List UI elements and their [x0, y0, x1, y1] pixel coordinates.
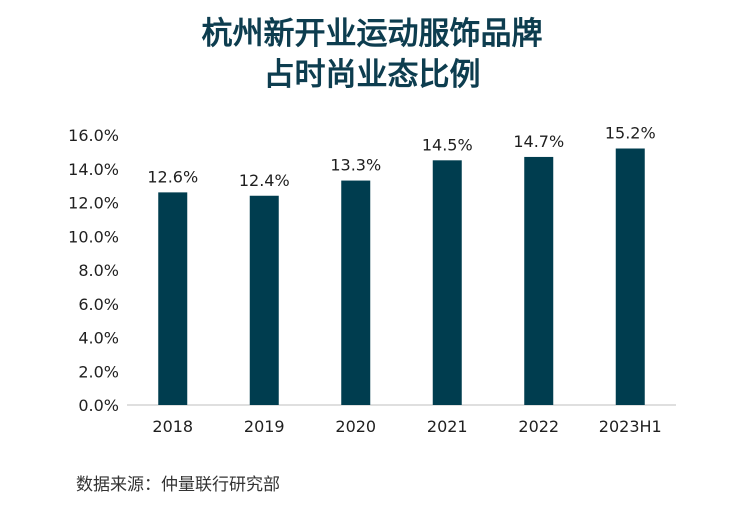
x-tick-label: 2023H1 [599, 417, 662, 436]
y-tick-label: 6.0% [78, 295, 119, 314]
y-tick-label: 8.0% [78, 261, 119, 280]
y-tick-label: 2.0% [78, 362, 119, 381]
x-tick-label: 2019 [244, 417, 285, 436]
bar-value-label: 14.7% [513, 132, 564, 151]
x-tick-label: 2022 [518, 417, 559, 436]
y-tick-label: 10.0% [68, 227, 119, 246]
bar [158, 192, 188, 405]
bar [249, 195, 279, 405]
x-tick-label: 2021 [427, 417, 468, 436]
bar-value-label: 14.5% [422, 135, 473, 154]
bar-value-label: 12.6% [147, 167, 198, 186]
x-tick-label: 2018 [152, 417, 193, 436]
bar [432, 160, 462, 405]
y-tick-label: 4.0% [78, 329, 119, 348]
y-tick-label: 16.0% [68, 126, 119, 145]
chart-title-line-2: 占时尚业态比例 [263, 57, 481, 93]
y-tick-label: 14.0% [68, 160, 119, 179]
chart-title-line-1: 杭州新开业运动服饰品牌 [201, 16, 543, 52]
data-source-note: 数据来源：仲量联行研究部 [76, 475, 280, 495]
bar [524, 156, 554, 405]
bar [615, 148, 645, 405]
bar-value-label: 15.2% [605, 124, 656, 143]
bar [341, 180, 371, 405]
bar-value-label: 12.4% [239, 171, 290, 190]
y-tick-label: 12.0% [68, 194, 119, 213]
bar-value-label: 13.3% [330, 156, 381, 175]
x-tick-label: 2020 [335, 417, 376, 436]
y-tick-label: 0.0% [78, 396, 119, 415]
